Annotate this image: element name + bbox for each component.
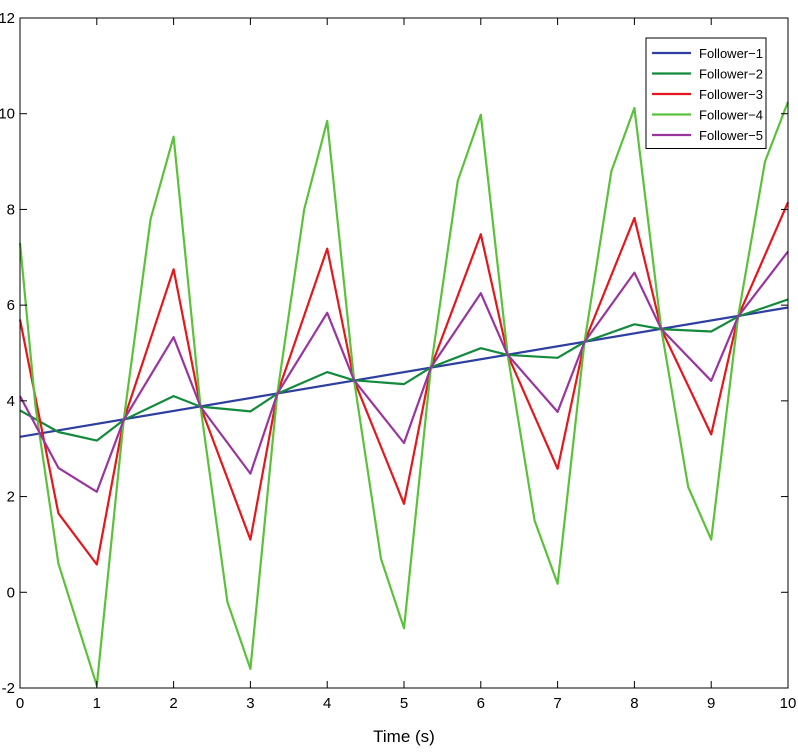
y-tick-label: 10 — [0, 106, 15, 123]
legend-label-1: Follower−1 — [699, 46, 763, 61]
y-tick-label: -2 — [2, 680, 15, 697]
legend-label-5: Follower−5 — [699, 128, 763, 143]
x-tick-label: 1 — [93, 695, 101, 712]
y-tick-label: 6 — [7, 297, 15, 314]
y-tick-label: 0 — [7, 584, 15, 601]
x-axis-label: Time (s) — [373, 727, 435, 746]
x-tick-label: 6 — [477, 695, 485, 712]
x-tick-label: 3 — [246, 695, 254, 712]
y-tick-label: 12 — [0, 10, 15, 27]
x-tick-label: 4 — [323, 695, 331, 712]
legend-label-4: Follower−4 — [699, 108, 763, 123]
legend-label-3: Follower−3 — [699, 87, 763, 102]
series-line-2 — [19, 298, 789, 442]
x-tick-label: 8 — [630, 695, 638, 712]
series-line-3 — [18, 201, 790, 566]
y-tick-label: 8 — [7, 201, 15, 218]
x-tick-label: 5 — [400, 695, 408, 712]
x-tick-label: 10 — [780, 695, 797, 712]
y-tick-label: 2 — [7, 489, 15, 506]
x-tick-label: 2 — [169, 695, 177, 712]
series-line-5 — [19, 250, 789, 493]
y-tick-label: 4 — [7, 393, 15, 410]
x-tick-label: 0 — [16, 695, 24, 712]
legend-label-2: Follower−2 — [699, 67, 763, 82]
x-tick-label: 9 — [707, 695, 715, 712]
x-tick-label: 7 — [553, 695, 561, 712]
